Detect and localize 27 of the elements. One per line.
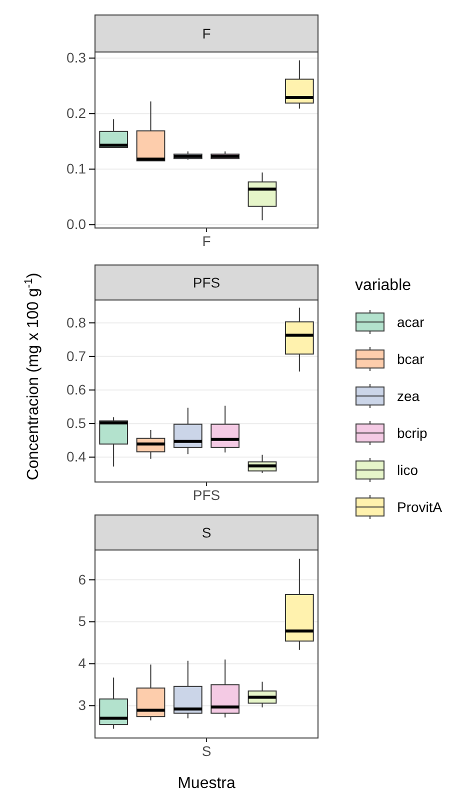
- text: F: [202, 233, 211, 249]
- y-tick-label: 6: [78, 571, 86, 588]
- chart-title: F: [202, 26, 211, 42]
- y-tick-label: 0.4: [66, 448, 86, 465]
- legend-label: lico: [397, 462, 418, 478]
- y-tick-label: 0.5: [66, 415, 86, 432]
- y-tick-label: 0.7: [66, 348, 86, 364]
- y-tick-label: 0.2: [66, 105, 86, 122]
- y-tick-label: 4: [78, 655, 86, 672]
- y-tick-label: 0.1: [66, 160, 86, 177]
- text: S: [202, 743, 212, 759]
- legend-title: variable: [355, 277, 412, 294]
- chart-title: PFS: [192, 274, 220, 290]
- legend-label: acar: [397, 314, 425, 330]
- x-axis-title: Muestra: [178, 775, 236, 792]
- legend-label: bcar: [397, 351, 425, 367]
- y-tick-label: 0.3: [66, 50, 86, 66]
- y-tick-label: 3: [78, 697, 86, 714]
- legend-label: ProvitA: [397, 499, 443, 515]
- legend-label: bcrip: [397, 425, 428, 441]
- y-tick-label: 5: [78, 613, 86, 630]
- text: PFS: [192, 487, 220, 503]
- legend-label: zea: [397, 388, 420, 404]
- y-tick-label: 0.6: [66, 381, 86, 398]
- y-tick-label: 0.8: [66, 314, 86, 330]
- y-tick-label: 0.0: [66, 216, 86, 232]
- chart-title: S: [202, 524, 212, 540]
